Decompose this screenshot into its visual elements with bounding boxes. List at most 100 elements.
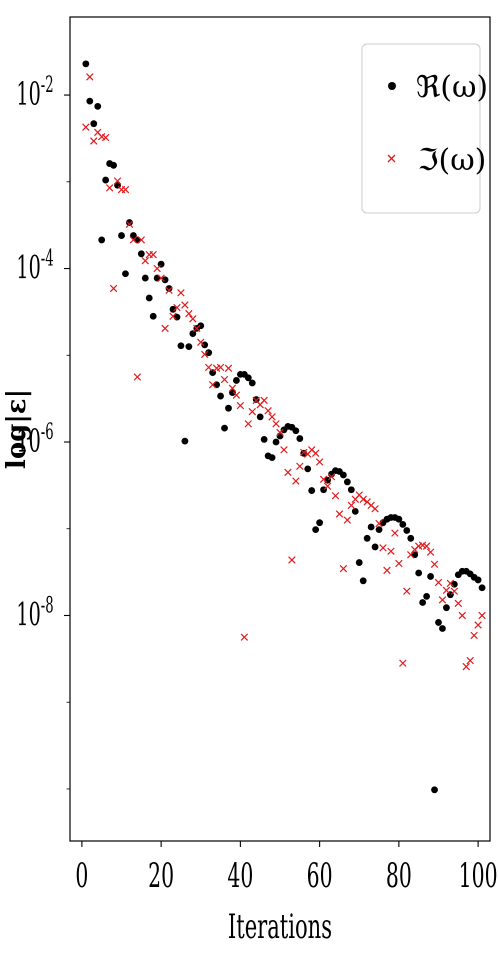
imag-data-point: [331, 492, 340, 500]
real-data-point: [439, 625, 446, 632]
real-data-point: [205, 349, 213, 357]
imag-data-point: [193, 324, 201, 333]
imag-data-point: [86, 73, 94, 81]
real-data-point: [217, 392, 224, 400]
x-tick-label: 80: [386, 855, 412, 895]
real-data-point: [165, 285, 173, 292]
real-data-point: [399, 521, 407, 528]
real-data-point: [189, 330, 197, 337]
y-tick-exponent: -6: [41, 420, 54, 445]
imag-data-point: [121, 185, 130, 194]
imag-data-point: [462, 662, 470, 671]
real-data-point: [443, 604, 450, 612]
x-tick-label: 0: [75, 855, 88, 895]
legend-real-label: ℜ(ω): [416, 70, 488, 105]
real-data-point: [431, 786, 438, 794]
series-imag-points: [82, 73, 486, 671]
imag-data-point: [268, 413, 276, 421]
y-tick-label: 10-2: [16, 73, 53, 114]
imag-data-point: [470, 631, 478, 640]
real-data-point: [343, 478, 351, 486]
imag-data-point: [379, 544, 387, 552]
y-tick-label: 10-4: [16, 246, 53, 287]
real-data-point: [474, 576, 482, 584]
imag-data-point: [327, 472, 336, 481]
y-tick-base: 10: [16, 598, 40, 634]
imag-data-point: [407, 551, 415, 559]
real-data-point: [423, 593, 431, 600]
real-data-point: [478, 584, 486, 592]
imag-data-point: [113, 177, 122, 185]
real-data-point: [435, 619, 442, 626]
imag-data-point: [169, 312, 177, 320]
imag-data-point: [458, 611, 466, 620]
real-data-point: [137, 250, 145, 258]
imag-data-point: [161, 324, 169, 333]
real-data-point: [351, 508, 359, 515]
real-data-point: [268, 454, 276, 462]
real-data-point: [185, 343, 193, 350]
real-data-point: [312, 526, 320, 534]
imag-data-point: [109, 284, 118, 293]
imag-data-point: [359, 495, 367, 503]
real-data-point: [375, 526, 383, 534]
imag-data-point: [177, 289, 185, 297]
imag-data-point: [129, 236, 138, 244]
real-data-point: [292, 427, 300, 435]
real-data-point: [415, 569, 423, 577]
real-data-point: [244, 374, 252, 382]
imag-data-point: [153, 264, 161, 273]
real-data-point: [355, 559, 363, 566]
imag-data-point: [311, 449, 320, 458]
real-data-point: [145, 294, 153, 302]
real-data-point: [201, 341, 209, 349]
imag-data-point: [387, 547, 395, 556]
real-data-point: [272, 438, 280, 446]
real-data-point: [82, 60, 90, 68]
imag-data-point: [450, 587, 459, 595]
imag-data-point: [244, 420, 253, 428]
real-data-point: [110, 161, 117, 169]
legend: ℜ(ω) ℑ(ω): [361, 43, 488, 214]
legend-imag-label: ℑ(ω): [418, 143, 487, 178]
imag-data-point: [272, 420, 280, 428]
imag-data-point: [438, 596, 447, 604]
imag-data-point: [101, 133, 110, 142]
imag-data-point: [323, 482, 332, 490]
real-data-point: [296, 435, 304, 442]
imag-data-point: [466, 656, 474, 665]
imag-data-point: [319, 475, 328, 484]
imag-data-point: [403, 587, 411, 595]
imag-data-point: [339, 564, 348, 573]
real-data-point: [407, 534, 415, 542]
imag-data-point: [434, 578, 443, 587]
y-tick-label: 10-8: [16, 593, 53, 634]
real-data-point: [395, 515, 403, 523]
real-data-point: [181, 437, 189, 445]
real-data-point: [161, 276, 169, 284]
real-data-point: [363, 534, 371, 542]
imag-data-point: [371, 505, 379, 513]
imag-data-point: [430, 560, 439, 569]
imag-data-point: [216, 363, 225, 372]
imag-data-point: [296, 462, 304, 471]
imag-data-point: [157, 274, 165, 282]
y-tick-exponent: -8: [41, 593, 54, 618]
real-data-point: [225, 404, 232, 412]
imag-data-point: [395, 559, 403, 568]
y-tick-base: 10: [16, 251, 40, 287]
real-data-point: [339, 471, 347, 479]
real-data-point: [102, 176, 110, 184]
imag-data-point: [141, 257, 150, 265]
imag-data-point: [220, 375, 229, 384]
imag-data-point: [137, 236, 146, 244]
plot-frame: [69, 16, 491, 842]
y-tick-label: 10-6: [16, 420, 53, 461]
imag-data-point: [426, 548, 435, 556]
real-data-point: [94, 102, 102, 110]
real-data-point: [308, 487, 316, 494]
real-data-point: [98, 236, 106, 244]
real-data-point: [276, 432, 284, 440]
legend-imag-marker: [387, 154, 396, 163]
